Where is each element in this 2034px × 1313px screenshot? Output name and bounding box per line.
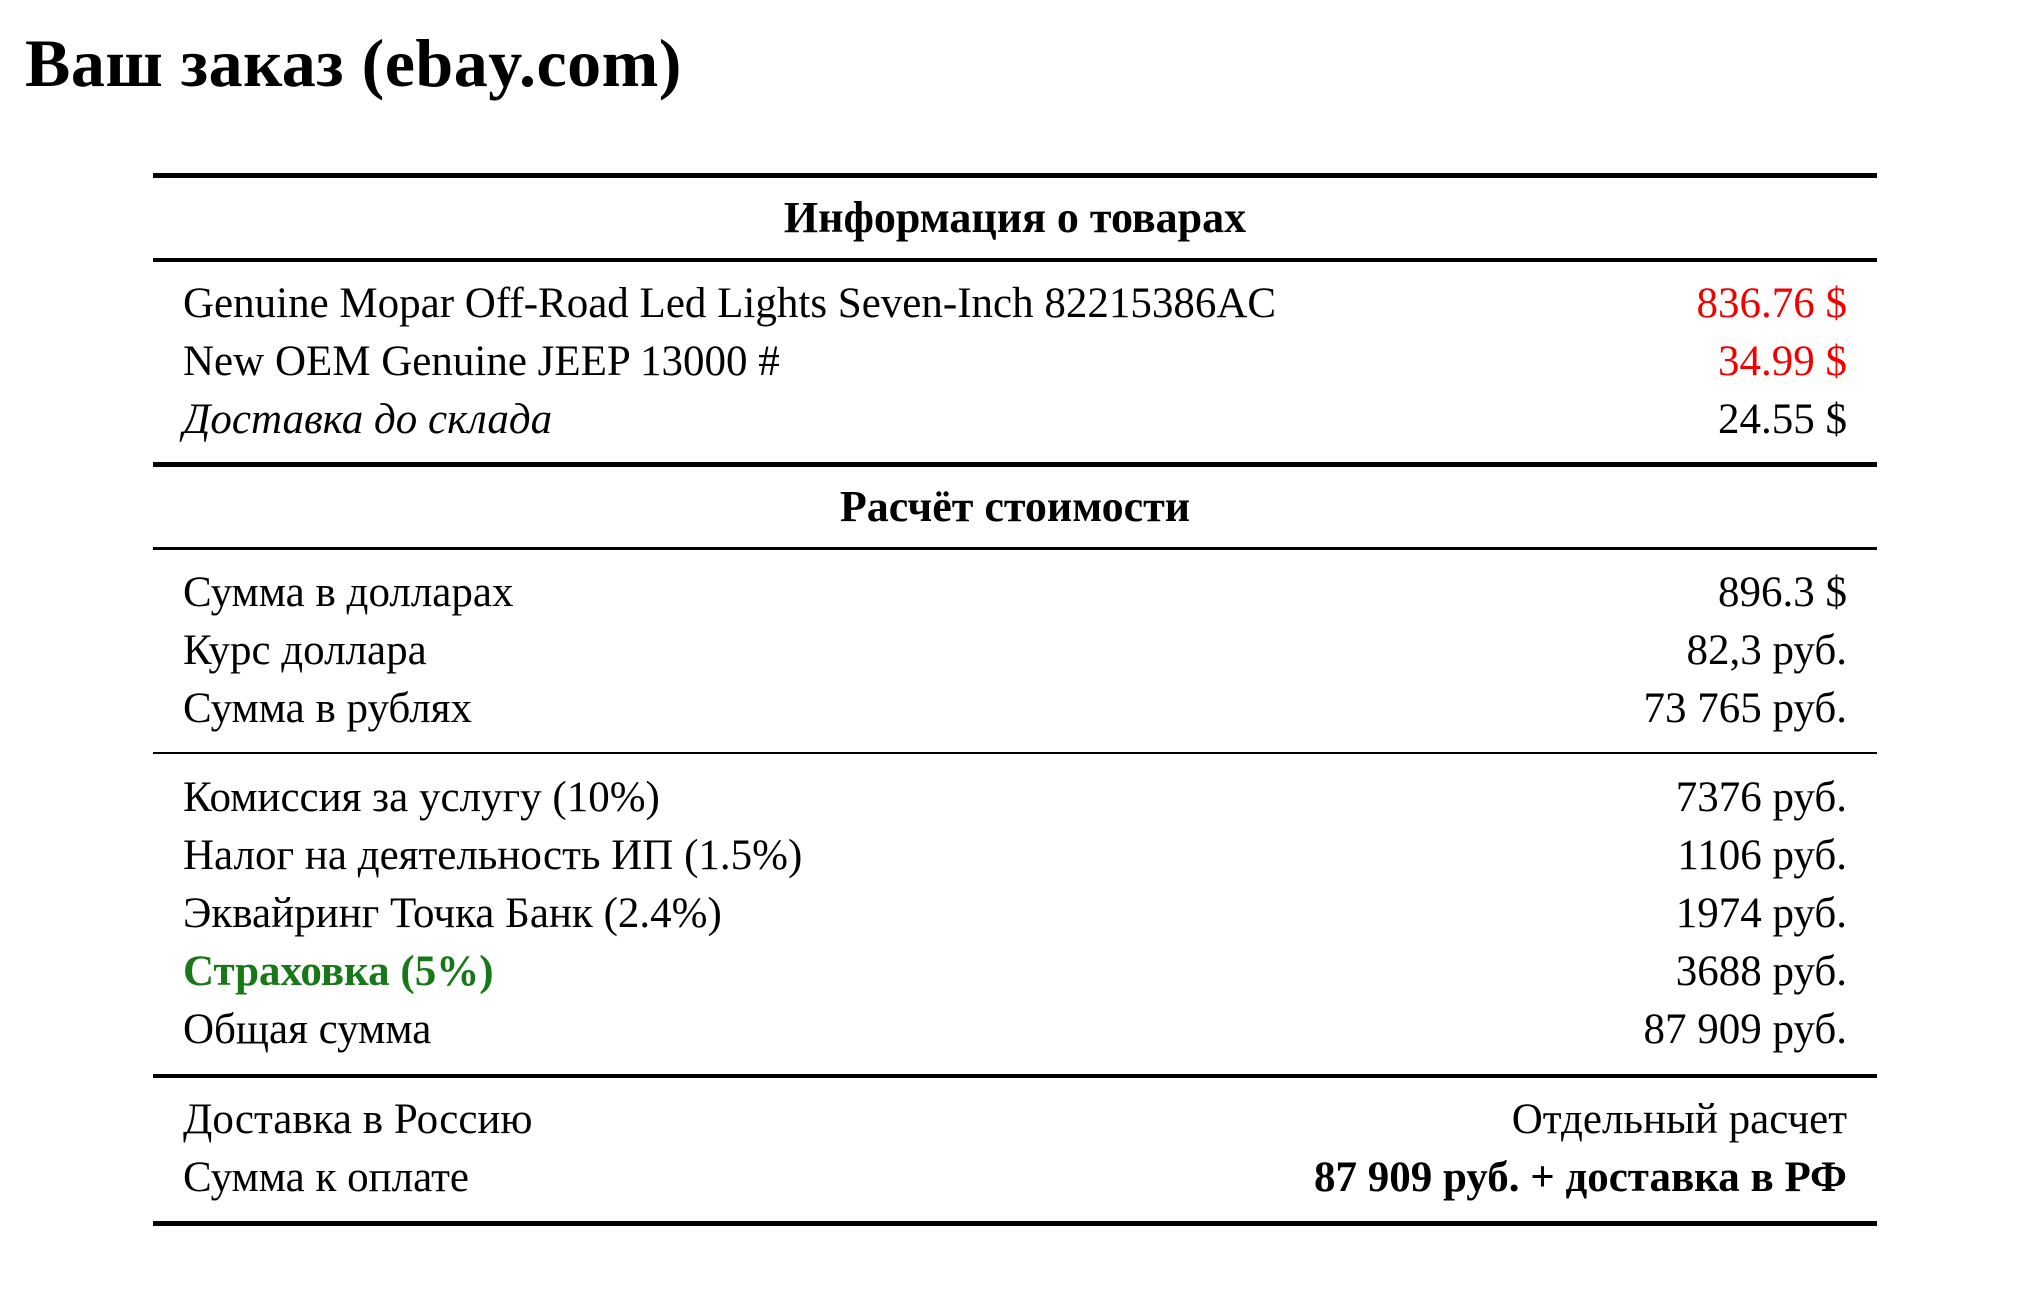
products-rows: Genuine Mopar Off-Road Led Lights Seven-…: [153, 262, 1877, 462]
table-row: Курс доллара 82,3 руб.: [153, 622, 1877, 680]
divider-rule: [153, 751, 1877, 754]
table-row: Сумма к оплате 87 909 руб. + доставка в …: [153, 1149, 1877, 1207]
divider-rule-bottom: [153, 1220, 1877, 1226]
calculation-rows: Сумма в долларах 896.3 $ Курс доллара 82…: [153, 550, 1877, 752]
russia-shipping-value: Отдельный расчет: [1511, 1095, 1847, 1143]
table-row: Налог на деятельность ИП (1.5%) 1106 руб…: [153, 827, 1877, 885]
tax-label: Налог на деятельность ИП (1.5%): [183, 832, 803, 879]
acquiring-value: 1974 руб.: [1675, 890, 1847, 937]
section-header-calculation: Расчёт стоимости: [839, 482, 1191, 531]
table-row: Страховка (5%) 3688 руб.: [153, 943, 1877, 1001]
fees-rows: Комиссия за услугу (10%) 7376 руб. Налог…: [153, 754, 1877, 1074]
table-row: Эквайринг Точка Банк (2.4%) 1974 руб.: [153, 885, 1877, 943]
russia-shipping-label: Доставка в Россию: [183, 1095, 533, 1143]
product-name: New OEM Genuine JEEP 13000 #: [183, 338, 780, 385]
table-row: New OEM Genuine JEEP 13000 # 34.99 $: [153, 333, 1877, 391]
table-row: Доставка до склада 24.55 $: [153, 391, 1877, 449]
amount-due-label: Сумма к оплате: [183, 1153, 469, 1201]
usd-rate-value: 82,3 руб.: [1686, 626, 1848, 674]
rub-total-value: 73 765 руб.: [1643, 684, 1848, 732]
tax-value: 1106 руб.: [1677, 832, 1847, 879]
table-row: Доставка в Россию Отдельный расчет: [153, 1091, 1877, 1149]
divider-rule: [153, 462, 1877, 467]
product-name: Genuine Mopar Off-Road Led Lights Seven-…: [183, 280, 1277, 327]
rub-total-label: Сумма в рублях: [183, 684, 472, 732]
acquiring-label: Эквайринг Точка Банк (2.4%): [183, 890, 722, 937]
product-price: 34.99 $: [1718, 338, 1847, 385]
service-fee-value: 7376 руб.: [1675, 774, 1847, 821]
usd-total-value: 896.3 $: [1718, 568, 1847, 616]
table-row: Общая сумма 87 909 руб.: [153, 1001, 1877, 1059]
usd-rate-label: Курс доллара: [183, 626, 427, 674]
warehouse-shipping-price: 24.55 $: [1718, 396, 1847, 443]
table-row: Комиссия за услугу (10%) 7376 руб.: [153, 769, 1877, 827]
grand-total-value: 87 909 руб.: [1643, 1006, 1848, 1053]
summary-rows: Доставка в Россию Отдельный расчет Сумма…: [153, 1078, 1877, 1221]
divider-rule: [153, 258, 1877, 262]
divider-rule: [153, 547, 1877, 550]
table-row: Сумма в долларах 896.3 $: [153, 564, 1877, 622]
service-fee-label: Комиссия за услугу (10%): [183, 774, 660, 821]
order-table: Информация о товарах Genuine Mopar Off-R…: [153, 173, 1877, 1226]
usd-total-label: Сумма в долларах: [183, 568, 514, 616]
insurance-label: Страховка (5%): [183, 948, 494, 995]
page-title: Ваш заказ (ebay.com): [25, 25, 682, 101]
amount-due-value: 87 909 руб. + доставка в РФ: [1313, 1153, 1847, 1201]
table-row: Genuine Mopar Off-Road Led Lights Seven-…: [153, 275, 1877, 333]
divider-rule: [153, 1073, 1877, 1078]
grand-total-label: Общая сумма: [183, 1006, 432, 1053]
warehouse-shipping-label: Доставка до склада: [183, 396, 553, 443]
insurance-value: 3688 руб.: [1675, 948, 1847, 995]
product-price: 836.76 $: [1696, 280, 1848, 327]
divider-rule-top: [153, 173, 1877, 178]
section-header-products: Информация о товарах: [783, 193, 1247, 242]
table-row: Сумма в рублях 73 765 руб.: [153, 680, 1877, 738]
